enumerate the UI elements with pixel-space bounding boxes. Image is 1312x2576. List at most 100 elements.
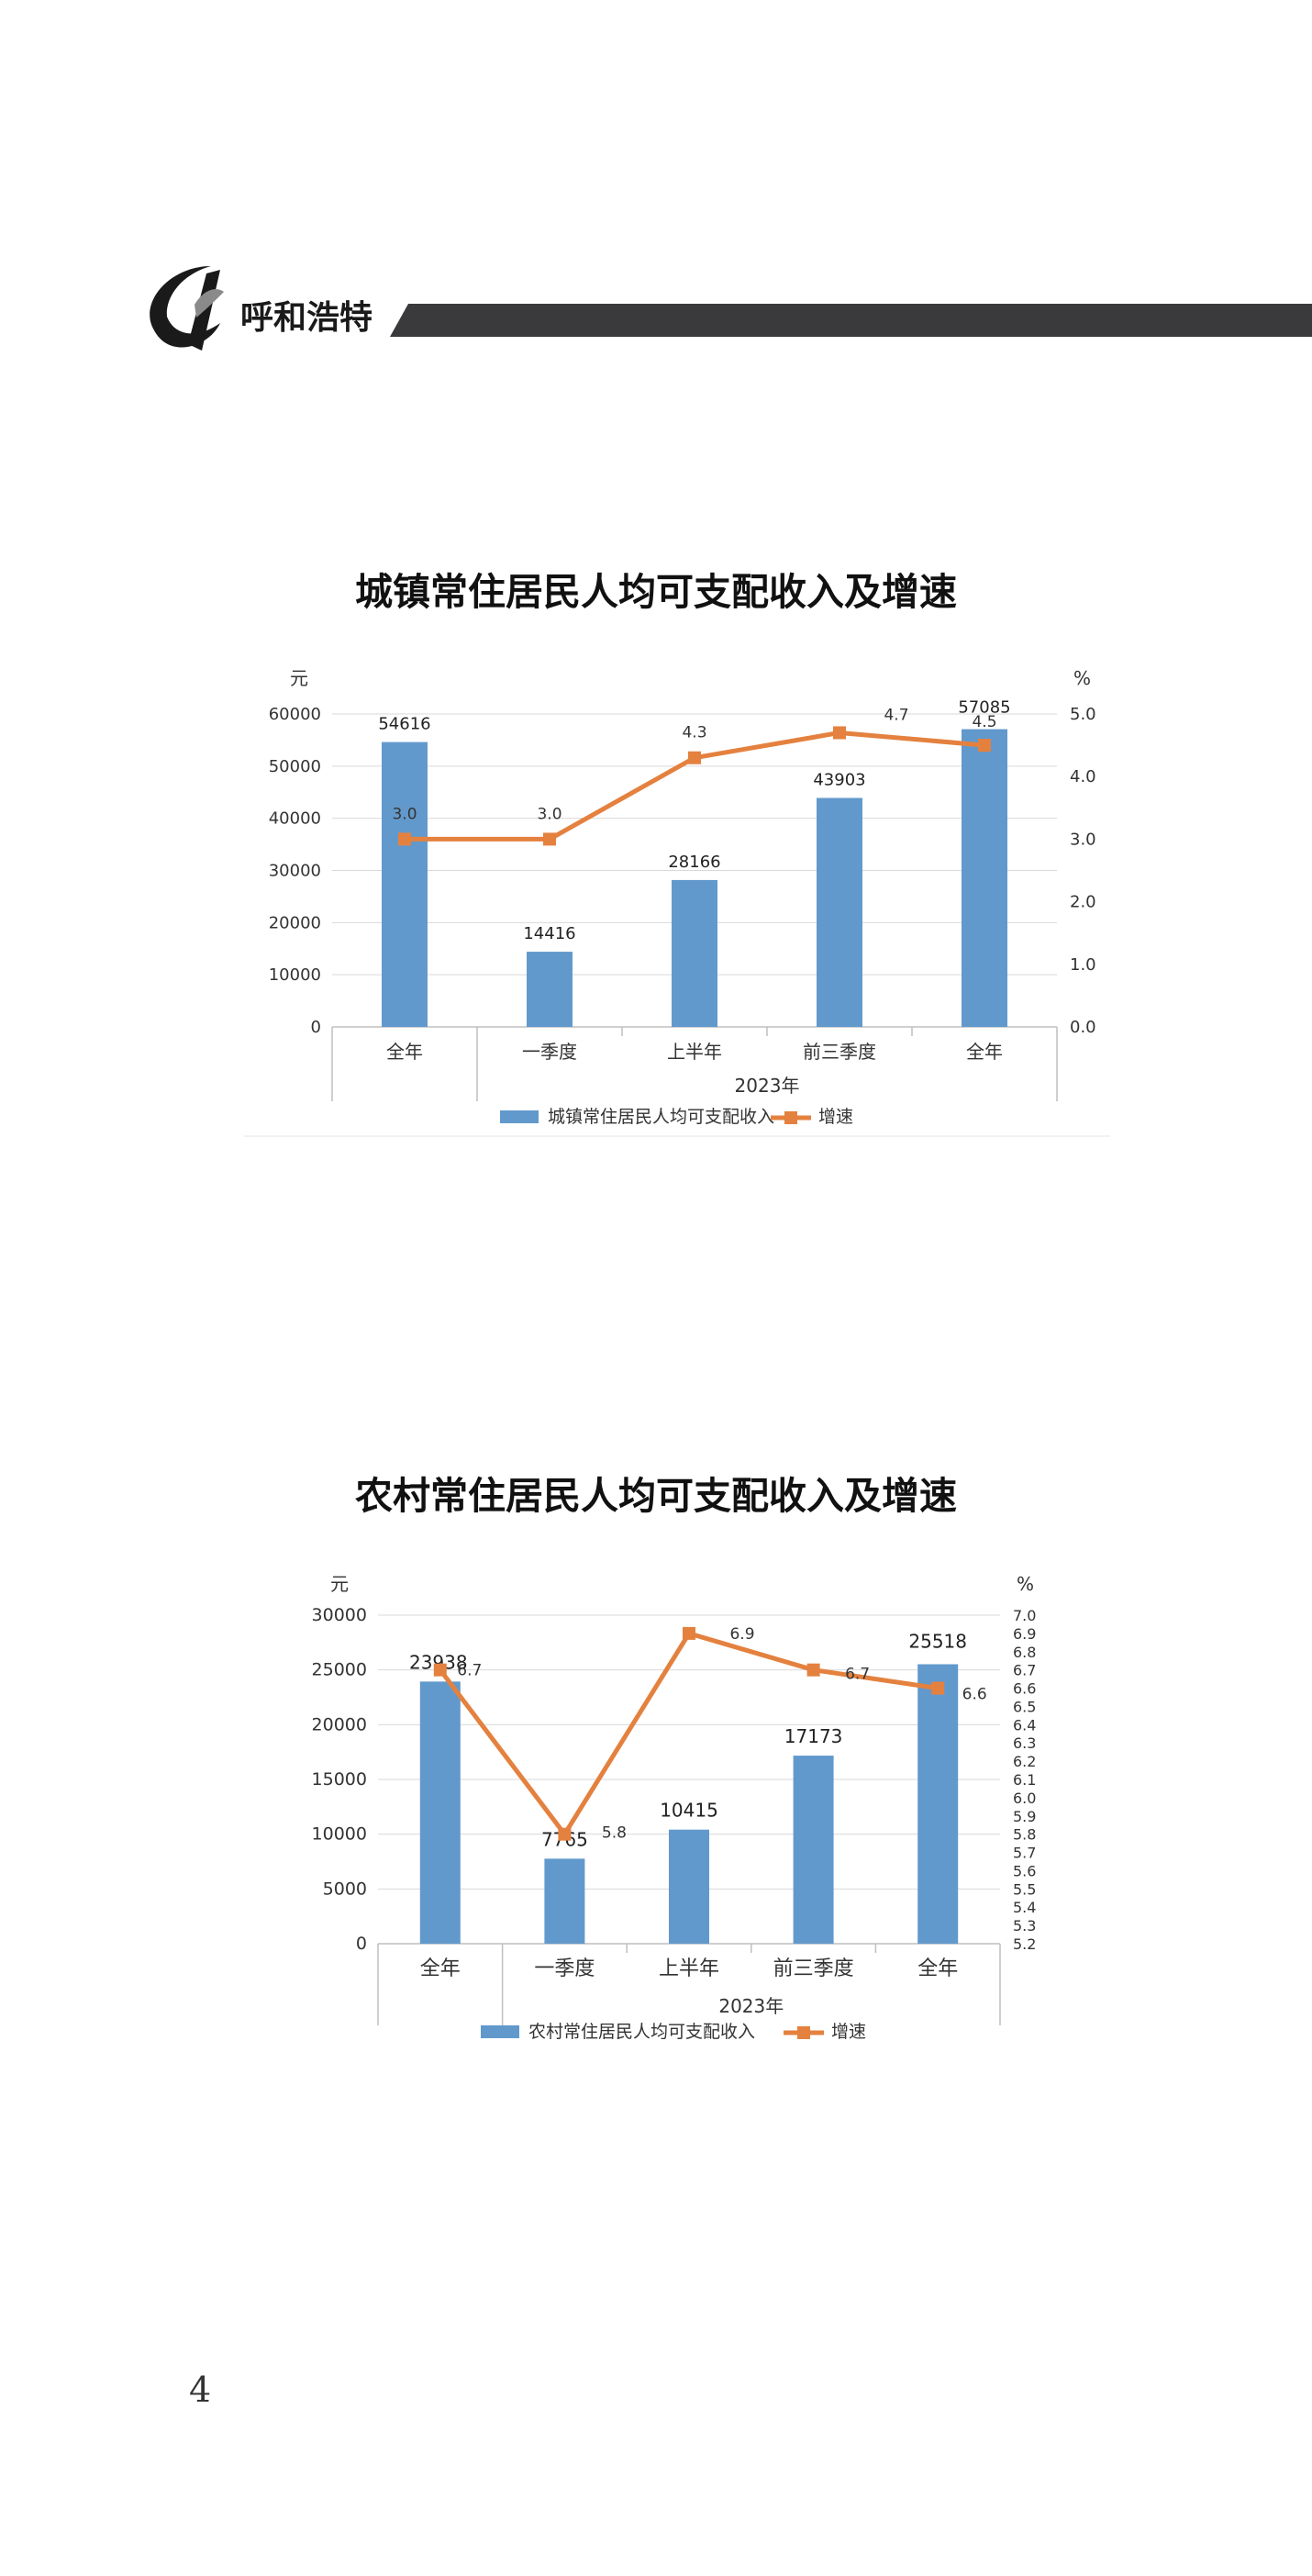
- growth-data-label: 3.0: [392, 805, 417, 823]
- growth-marker: [978, 739, 991, 753]
- left-tick-label: 40000: [269, 809, 321, 829]
- category-label: 全年: [420, 1957, 461, 1980]
- growth-data-label: 4.3: [682, 724, 706, 742]
- left-axis-unit: 元: [290, 667, 308, 689]
- right-tick-label: 2.0: [1070, 893, 1096, 912]
- growth-data-label: 6.7: [457, 1662, 482, 1680]
- growth-marker: [543, 832, 556, 846]
- growth-data-label: 5.8: [602, 1824, 627, 1843]
- header-band: [390, 304, 1312, 337]
- right-tick-label: 5.3: [1013, 1917, 1036, 1935]
- right-tick-label: 5.2: [1013, 1935, 1036, 1953]
- page-header: 呼和浩特: [150, 266, 1312, 351]
- growth-marker: [683, 1626, 695, 1640]
- left-tick-label: 20000: [312, 1714, 367, 1734]
- right-tick-label: 5.8: [1013, 1826, 1036, 1844]
- right-tick-label: 6.5: [1013, 1698, 1036, 1715]
- category-label: 一季度: [522, 1041, 577, 1063]
- page-number: 4: [189, 2370, 212, 2410]
- bar-data-label: 54616: [378, 715, 430, 734]
- bar-data-label: 14416: [523, 924, 575, 943]
- right-tick-label: 7.0: [1013, 1607, 1036, 1624]
- bar: [669, 1829, 709, 1944]
- bar: [793, 1756, 834, 1944]
- left-tick-label: 30000: [312, 1605, 367, 1625]
- left-tick-label: 20000: [269, 913, 321, 932]
- legend-bar-swatch: [481, 2025, 519, 2038]
- category-label: 全年: [917, 1957, 958, 1980]
- left-tick-label: 0: [311, 1018, 321, 1037]
- right-tick-label: 6.1: [1013, 1771, 1036, 1789]
- growth-data-label: 6.7: [845, 1666, 870, 1684]
- right-tick-label: 6.0: [1013, 1790, 1036, 1807]
- legend-bar-swatch: [500, 1110, 539, 1123]
- right-tick-label: 5.4: [1013, 1899, 1036, 1916]
- left-tick-label: 5000: [323, 1879, 367, 1899]
- right-tick-label: 4.0: [1070, 767, 1096, 786]
- growth-data-label: 6.6: [962, 1686, 987, 1704]
- bar-data-label: 10415: [660, 1800, 718, 1822]
- right-tick-label: 6.6: [1013, 1680, 1036, 1698]
- bar-data-label: 17173: [784, 1725, 843, 1747]
- left-tick-label: 50000: [269, 757, 321, 776]
- left-axis-unit: 元: [330, 1573, 349, 1595]
- growth-marker: [558, 1827, 572, 1841]
- right-tick-label: 3.0: [1070, 830, 1096, 849]
- right-tick-label: 6.8: [1013, 1644, 1036, 1661]
- right-tick-label: 5.5: [1013, 1880, 1036, 1898]
- right-tick-label: 6.7: [1013, 1662, 1036, 1679]
- left-tick-label: 30000: [269, 862, 321, 881]
- growth-marker: [931, 1681, 945, 1695]
- category-label: 上半年: [659, 1957, 719, 1980]
- category-label: 上半年: [667, 1041, 722, 1063]
- left-tick-label: 10000: [312, 1824, 367, 1845]
- legend-line-label: 增速: [831, 2022, 866, 2042]
- right-tick-label: 6.9: [1013, 1625, 1036, 1643]
- right-tick-label: 6.3: [1013, 1734, 1036, 1752]
- right-axis-unit: %: [1073, 667, 1091, 689]
- category-label: 全年: [966, 1041, 1003, 1063]
- growth-marker: [833, 726, 846, 740]
- bar: [544, 1858, 585, 1944]
- chart-title: 农村常住居民人均可支配收入及增速: [355, 1474, 957, 1518]
- logo-text: 呼和浩特: [240, 298, 372, 337]
- right-tick-label: 5.6: [1013, 1862, 1036, 1879]
- right-tick-label: 0.0: [1070, 1018, 1096, 1037]
- group-label: 2023年: [735, 1075, 800, 1097]
- chart-rural-plot: 0500010000150002000025000300005.25.35.45…: [312, 1573, 1037, 2042]
- growth-marker: [398, 832, 411, 846]
- growth-data-label: 4.7: [884, 706, 908, 724]
- bar-data-label: 57085: [958, 698, 1010, 718]
- growth-marker: [433, 1663, 447, 1677]
- chart-rural: 农村常住居民人均可支配收入及增速 0 5000 10000 15000 20000 250…: [0, 1464, 1312, 2060]
- bar: [817, 797, 862, 1027]
- legend-bar-label: 城镇常住居民人均可支配收入: [548, 1107, 774, 1127]
- group-label: 2023年: [718, 1995, 784, 2017]
- category-label: 一季度: [534, 1957, 595, 1980]
- bar-data-label: 43903: [813, 770, 865, 789]
- bar: [527, 952, 573, 1027]
- bar-data-label: 25518: [908, 1630, 967, 1652]
- right-tick-label: 6.4: [1013, 1716, 1036, 1734]
- legend-line-label: 增速: [818, 1107, 853, 1127]
- right-tick-label: 5.7: [1013, 1845, 1036, 1862]
- left-tick-label: 60000: [269, 705, 321, 724]
- right-tick-label: 5.0: [1070, 705, 1096, 724]
- bar: [672, 879, 717, 1027]
- growth-marker: [806, 1663, 820, 1677]
- left-tick-label: 15000: [312, 1769, 367, 1790]
- chart-urban-plot: 0 10000 20000 30000 40000 50000 60000 0.0 1.0 2.0…: [244, 667, 1110, 1137]
- category-label: 前三季度: [773, 1957, 854, 1980]
- chart-title: 城镇常住居民人均可支配收入及增速: [355, 570, 957, 614]
- right-tick-label: 1.0: [1070, 955, 1096, 975]
- chart-urban: 城镇常住居民人均可支配收入及增速 0 10000 20000 30000 40000 50…: [0, 560, 1312, 1147]
- legend-line-marker: [784, 1111, 797, 1124]
- bar: [917, 1664, 959, 1944]
- left-tick-label: 25000: [312, 1660, 367, 1680]
- category-label: 全年: [386, 1041, 423, 1063]
- bar: [382, 742, 428, 1027]
- bar: [962, 729, 1007, 1027]
- logo-emblem-icon: [150, 266, 224, 351]
- right-tick-label: 6.2: [1013, 1753, 1036, 1770]
- growth-data-label: 6.9: [729, 1625, 754, 1644]
